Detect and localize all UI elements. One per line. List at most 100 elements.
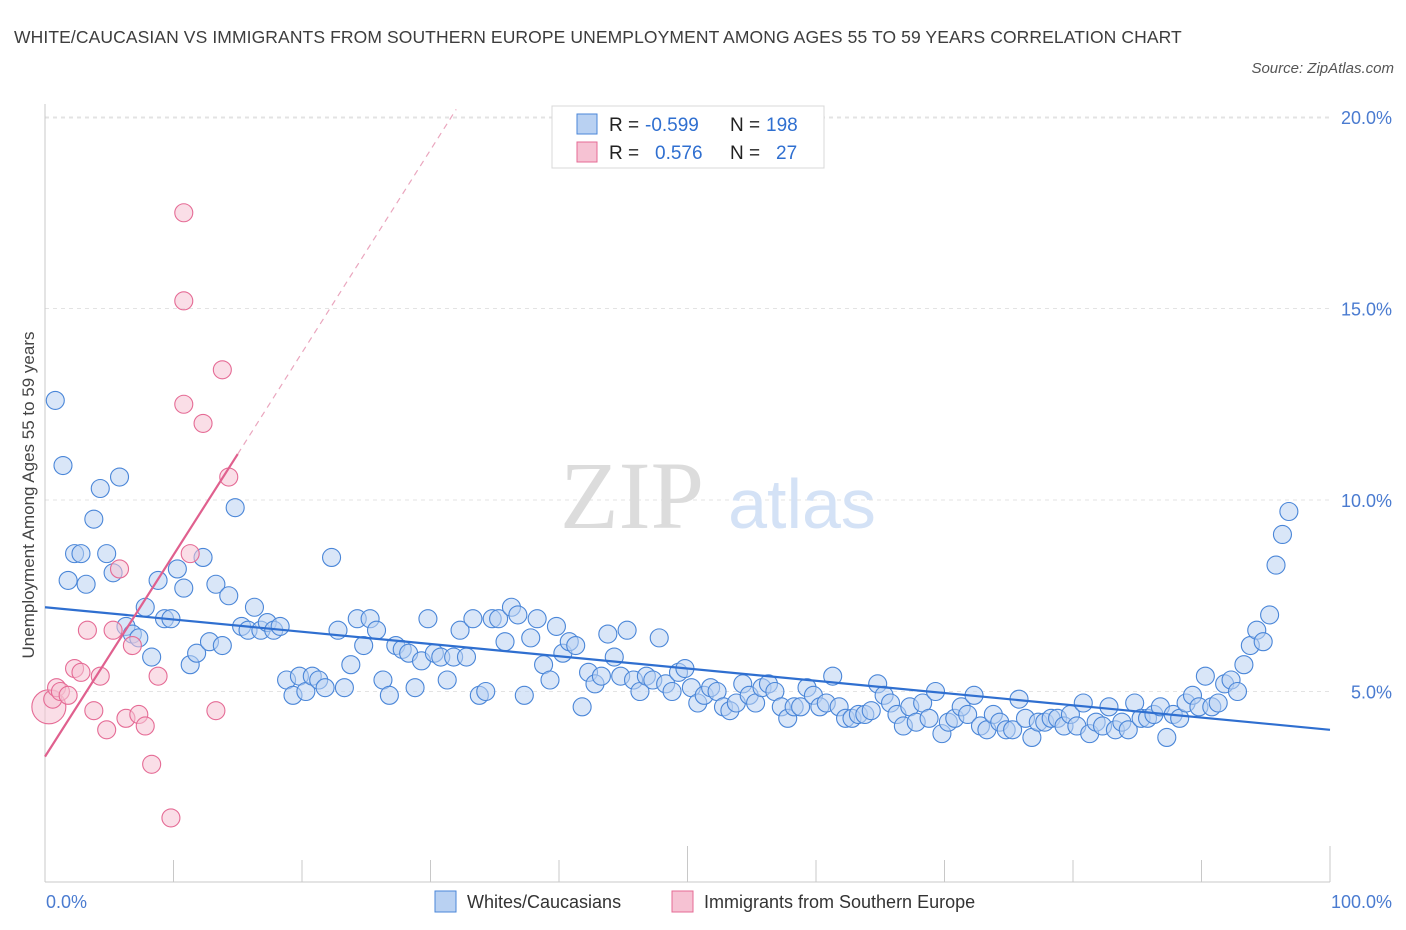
whites-point <box>76 574 96 594</box>
whites-point <box>1157 727 1177 748</box>
whites-point <box>1260 605 1280 625</box>
whites-point <box>142 647 162 667</box>
legend-n-label-2: N = <box>730 143 760 164</box>
immigrants-point <box>161 808 181 828</box>
whites-point <box>109 467 130 487</box>
whites-point <box>591 666 611 686</box>
immigrants-point <box>71 662 91 682</box>
whites-point <box>322 547 342 568</box>
whites-point <box>97 544 117 564</box>
whites-point <box>546 616 566 636</box>
immigrants-point <box>109 559 130 579</box>
series-immigrants-points <box>31 203 239 828</box>
whites-point <box>437 670 457 690</box>
whites-point <box>315 678 335 698</box>
whites-point <box>566 635 586 656</box>
whites-point <box>1003 720 1023 740</box>
immigrants-point <box>212 360 232 380</box>
correlation-legend: R = -0.599 N = 198 R = 0.576 N = 27 <box>551 105 825 169</box>
trend-lines <box>44 109 1331 758</box>
whites-point <box>514 685 534 705</box>
whites-point <box>604 647 624 667</box>
whites-point <box>225 498 245 518</box>
whites-point <box>58 570 78 590</box>
x-tick-label-1: 100.0% <box>1331 892 1392 912</box>
whites-point <box>598 624 618 644</box>
whites-point <box>334 678 354 698</box>
immigrants-point <box>135 716 155 736</box>
immigrants-point <box>174 203 194 223</box>
whites-point <box>1227 681 1248 702</box>
whites-point <box>212 635 232 656</box>
whites-point <box>341 655 361 675</box>
whites-point <box>1279 501 1299 522</box>
whites-point <box>1195 666 1215 686</box>
legend-n-label-1: N = <box>730 115 760 136</box>
whites-point <box>1234 655 1254 675</box>
whites-point <box>919 708 939 728</box>
whites-point <box>219 586 239 606</box>
whites-point <box>270 616 290 636</box>
whites-point <box>1253 632 1273 652</box>
series-legend: Whites/Caucasians Immigrants from Southe… <box>434 890 975 913</box>
whites-point <box>366 620 387 640</box>
source-label: Source: ZipAtlas.com <box>1251 60 1394 77</box>
whites-point <box>379 685 399 705</box>
legend-swatch-immigrants <box>576 141 598 163</box>
whites-point <box>90 478 110 499</box>
whites-point <box>206 574 226 594</box>
legend-swatch-bottom-immigrants <box>671 890 694 913</box>
legend-r-value-1: -0.599 <box>645 115 699 136</box>
whites-point <box>1073 693 1093 713</box>
whites-point <box>649 628 669 648</box>
whites-point <box>495 632 515 652</box>
whites-point <box>450 620 470 640</box>
immigrants-point <box>206 701 226 721</box>
whites-point <box>662 681 682 702</box>
x-tick-label-0: 0.0% <box>46 892 87 912</box>
whites-point <box>617 620 637 640</box>
whites-point <box>861 701 881 721</box>
whites-point <box>1118 720 1138 740</box>
whites-point <box>1099 697 1119 717</box>
tick-labels: 5.0% 10.0% 15.0% 20.0% 0.0% 100.0% <box>46 108 1392 912</box>
legend-r-label-1: R = <box>609 115 639 136</box>
immigrants-point <box>174 291 194 311</box>
legend-r-label-2: R = <box>609 143 639 164</box>
whites-point <box>958 704 978 725</box>
whites-point <box>187 643 207 663</box>
whites-point <box>71 544 91 564</box>
y-tick-label-2: 15.0% <box>1341 300 1392 320</box>
whites-point <box>1266 555 1286 575</box>
legend-swatch-whites <box>576 113 598 135</box>
whites-point <box>244 597 265 617</box>
immigrants-point <box>58 685 78 705</box>
whites-point <box>84 509 104 529</box>
trend-line-immigrants-extension <box>237 109 457 455</box>
immigrants-point <box>174 394 194 414</box>
whites-point <box>823 666 843 686</box>
trend-line-whites <box>44 606 1331 731</box>
trend-line-immigrants <box>44 453 239 758</box>
whites-point <box>456 647 477 667</box>
axes <box>44 104 1331 883</box>
whites-point <box>418 609 438 629</box>
immigrants-point <box>77 620 97 640</box>
chart-title: WHITE/CAUCASIAN VS IMMIGRANTS FROM SOUTH… <box>14 27 1182 47</box>
legend-n-value-2: 27 <box>776 143 797 164</box>
whites-point <box>508 605 528 625</box>
y-tick-label-1: 10.0% <box>1341 491 1392 511</box>
whites-point <box>174 578 194 598</box>
immigrants-point <box>84 701 104 721</box>
whites-point <box>45 390 65 410</box>
legend-swatch-bottom-whites <box>434 890 457 913</box>
y-tick-label-0: 5.0% <box>1351 683 1392 703</box>
immigrants-point <box>148 666 168 686</box>
whites-point <box>1208 693 1228 713</box>
watermark-atlas: atlas <box>728 465 876 543</box>
whites-point <box>463 609 483 629</box>
whites-point <box>1272 524 1293 545</box>
immigrants-point <box>103 620 123 640</box>
immigrants-point <box>180 544 200 564</box>
